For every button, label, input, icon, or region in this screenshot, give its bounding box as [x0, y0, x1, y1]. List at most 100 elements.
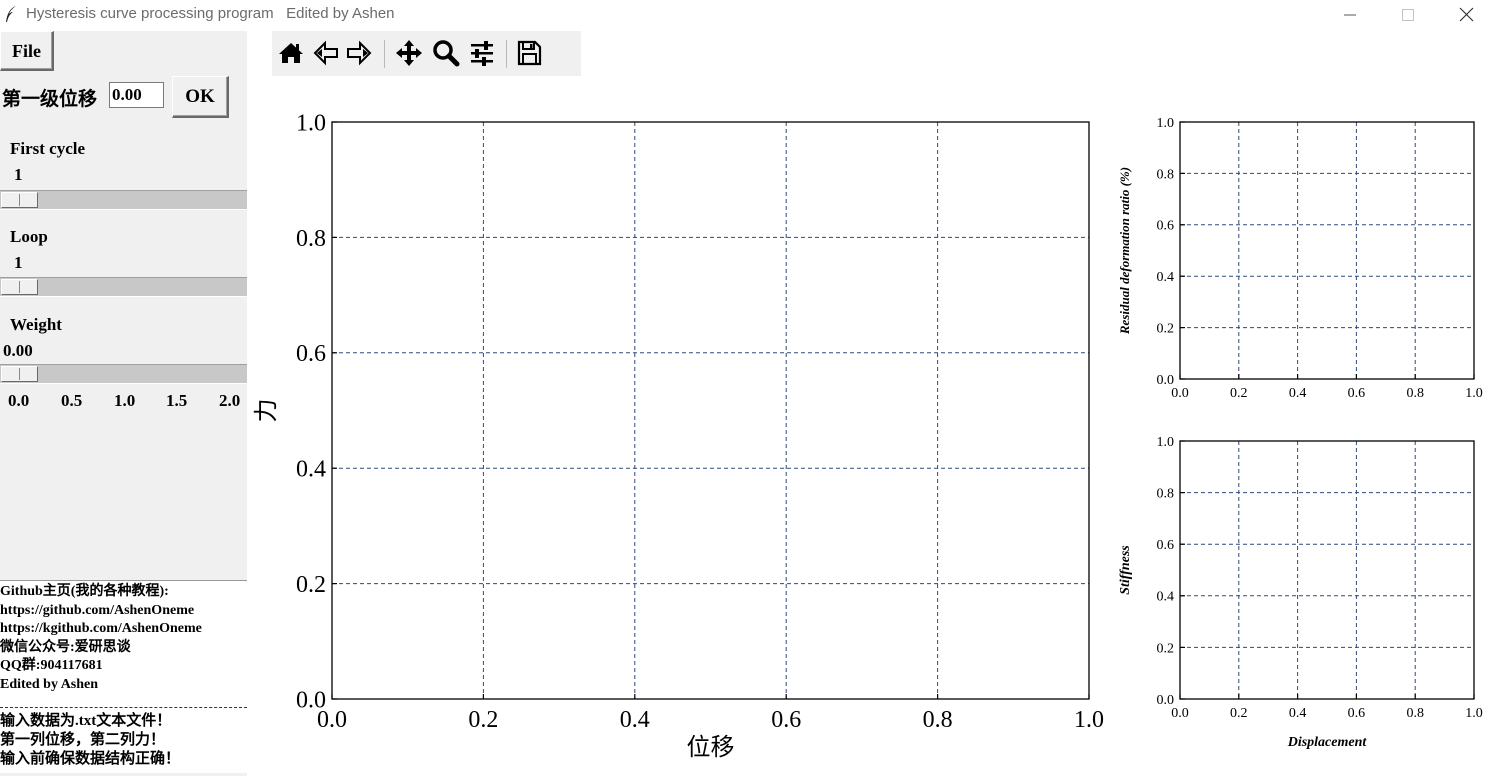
y-tick-label: 0.2	[296, 572, 326, 598]
y-tick-label: 1.0	[1157, 116, 1175, 131]
x-tick-label: 1.0	[1465, 386, 1483, 401]
y-tick-label: 0.8	[1157, 487, 1175, 502]
x-tick-label: 1.0	[1465, 706, 1483, 721]
y-tick-label: 0.4	[1157, 270, 1175, 285]
weight-slider[interactable]	[0, 364, 247, 384]
back-icon	[313, 40, 338, 66]
axes-frame	[1179, 121, 1475, 380]
info-box: Github主页(我的各种教程): https://github.com/Ash…	[0, 581, 247, 709]
ok-button[interactable]: OK	[172, 76, 229, 118]
weight-tick: 2.0	[219, 391, 241, 410]
x-tick-label: 0.0	[1171, 386, 1189, 401]
first-cycle-label: First cycle	[10, 139, 86, 158]
pan-icon	[396, 40, 422, 66]
notice-line: 输入数据为.txt文本文件！	[0, 713, 172, 729]
axes-frame	[1179, 440, 1475, 700]
loop-label: Loop	[10, 227, 48, 246]
x-tick-label: 0.4	[620, 707, 650, 733]
y-tick-label: 0.0	[1157, 693, 1175, 708]
first-displacement-input[interactable]	[109, 82, 164, 108]
loop-slider-handle[interactable]	[1, 279, 38, 295]
hysteresis-chart[interactable]: 0.0 0.2 0.4 0.6 0.8 1.0 0.0 0.2 0.4 0.6 0.8 1.0 位移 力	[253, 110, 1104, 761]
maximize-icon	[1402, 9, 1414, 21]
y-tick-label: 0.0	[1157, 373, 1175, 388]
file-button[interactable]: File	[0, 31, 54, 71]
save-button[interactable]	[513, 37, 545, 69]
x-tick-label: 0.2	[1230, 706, 1248, 721]
loop-slider[interactable]	[0, 277, 247, 297]
info-line: QQ群:904117681	[0, 658, 103, 673]
y-axis-label: 力	[253, 399, 280, 423]
weight-label: Weight	[10, 315, 62, 334]
x-tick-label: 0.2	[1230, 386, 1248, 401]
stiffness-chart[interactable]: 0.0 0.2 0.4 0.6 0.8 1.0 0.0 0.2 0.4 0.6 0.8 1.0 Disp…	[1118, 435, 1483, 750]
x-tick-label: 0.2	[468, 707, 498, 733]
x-tick-label: 0.8	[923, 707, 953, 733]
x-tick-label: 0.6	[1348, 386, 1366, 401]
feather-icon	[6, 6, 16, 22]
y-tick-label: 0.6	[1157, 219, 1175, 234]
configure-subplots-button[interactable]	[466, 37, 498, 69]
y-tick-label: 1.0	[1157, 435, 1175, 450]
weight-tick: 0.5	[61, 391, 83, 410]
y-axis-label: Residual deformation ratio (%)	[1117, 167, 1132, 335]
window-title: Hysteresis curve processing program Edit…	[26, 5, 395, 22]
notice-line: 第一列位移，第二列力！	[0, 732, 166, 748]
x-axis-label: 位移	[687, 734, 735, 761]
y-tick-label: 0.4	[296, 457, 326, 483]
minimize-button[interactable]	[1327, 0, 1373, 30]
first-cycle-slider-handle[interactable]	[1, 192, 38, 208]
y-tick-label: 0.4	[1157, 590, 1175, 605]
weight-slider-handle[interactable]	[1, 366, 38, 382]
x-tick-label: 0.6	[771, 707, 801, 733]
zoom-button[interactable]	[430, 37, 462, 69]
charts-canvas: 0.0 0.2 0.4 0.6 0.8 1.00.00.20.40.60.81.0位移力 …	[253, 110, 1483, 761]
y-axis-label: Stiffness	[1118, 545, 1133, 595]
info-line: 微信公众号:爱研思谈	[0, 639, 131, 655]
x-tick-label: 0.4	[1289, 706, 1307, 721]
y-tick-label: 0.8	[1157, 167, 1175, 182]
title-bar: Hysteresis curve processing program Edit…	[0, 0, 1489, 30]
forward-icon	[347, 40, 372, 66]
toolbar-separator	[384, 40, 385, 68]
close-button[interactable]	[1443, 0, 1489, 30]
weight-tick: 1.0	[114, 391, 136, 410]
save-icon	[517, 40, 542, 66]
info-line: Github主页(我的各种教程):	[0, 584, 169, 599]
x-tick-label: 0.8	[1406, 386, 1424, 401]
home-button[interactable]	[275, 37, 307, 69]
minimize-icon	[1344, 14, 1356, 16]
y-tick-label: 0.2	[1157, 641, 1175, 656]
maximize-button[interactable]	[1385, 0, 1431, 30]
info-line: https://kgithub.com/AshenOneme	[0, 621, 202, 636]
weight-tick: 1.5	[166, 391, 188, 410]
toolbar-separator	[506, 40, 507, 68]
plot-toolbar	[272, 31, 581, 76]
first-displacement-label: 第一级位移	[2, 89, 98, 110]
zoom-icon	[433, 40, 460, 67]
x-tick-label: 0.0	[1171, 706, 1189, 721]
loop-value: 1	[14, 253, 23, 272]
x-tick-label: 0.0	[317, 707, 347, 733]
y-tick-label: 0.2	[1157, 322, 1175, 337]
back-button[interactable]	[310, 37, 342, 69]
home-icon	[279, 43, 303, 63]
first-cycle-value: 1	[14, 165, 23, 184]
y-tick-label: 0.6	[1157, 538, 1175, 553]
y-tick-label: 0.0	[296, 687, 326, 713]
info-separator	[0, 580, 247, 581]
info-line: Edited by Ashen	[0, 676, 99, 692]
x-tick-label: 0.8	[1406, 706, 1424, 721]
notice-line: 输入前确保数据结构正确！	[0, 751, 181, 767]
first-cycle-slider[interactable]	[0, 190, 247, 210]
close-icon	[1459, 7, 1474, 22]
forward-button[interactable]	[343, 37, 375, 69]
y-tick-label: 0.8	[296, 226, 326, 252]
x-tick-label: 0.6	[1348, 706, 1366, 721]
y-tick-label: 1.0	[296, 110, 326, 136]
pan-button[interactable]	[393, 37, 425, 69]
residual-deformation-chart[interactable]: 0.0 0.2 0.4 0.6 0.8 1.0 0.0 0.2 0.4 0.6 0.8 1.0 Resi…	[1117, 116, 1483, 401]
x-axis-label: Displacement	[1287, 735, 1368, 750]
x-tick-label: 0.4	[1289, 386, 1307, 401]
y-tick-label: 0.6	[296, 341, 326, 367]
